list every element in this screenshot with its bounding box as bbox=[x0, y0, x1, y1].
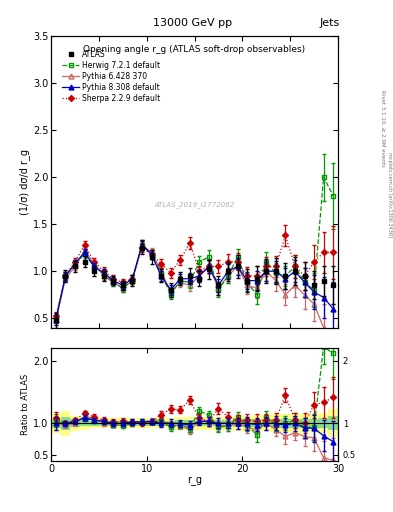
Bar bbox=[195, 417, 204, 430]
Bar bbox=[61, 417, 70, 430]
Bar bbox=[185, 420, 195, 426]
Text: ATLAS_2019_I1772062: ATLAS_2019_I1772062 bbox=[154, 202, 235, 208]
Bar bbox=[300, 419, 309, 428]
Text: 13000 GeV pp: 13000 GeV pp bbox=[153, 18, 232, 28]
Bar bbox=[242, 416, 252, 431]
Bar bbox=[271, 419, 281, 428]
Bar bbox=[175, 420, 185, 426]
Bar bbox=[166, 418, 175, 428]
Bar bbox=[175, 417, 185, 430]
Bar bbox=[281, 415, 290, 432]
Bar bbox=[300, 414, 309, 433]
Bar bbox=[185, 417, 195, 430]
Bar bbox=[99, 421, 108, 426]
Bar bbox=[261, 419, 271, 428]
Bar bbox=[319, 413, 329, 433]
Legend: ATLAS, Herwig 7.2.1 default, Pythia 6.428 370, Pythia 8.308 default, Sherpa 2.2.: ATLAS, Herwig 7.2.1 default, Pythia 6.42… bbox=[61, 49, 162, 104]
Bar bbox=[214, 420, 223, 426]
Bar bbox=[156, 418, 166, 428]
Bar bbox=[99, 418, 108, 428]
Bar bbox=[156, 421, 166, 426]
Bar bbox=[261, 415, 271, 432]
Bar bbox=[252, 415, 261, 432]
Bar bbox=[271, 415, 281, 432]
Bar bbox=[329, 416, 338, 430]
Bar bbox=[80, 417, 89, 430]
Bar bbox=[128, 418, 137, 428]
Bar bbox=[128, 421, 137, 426]
Bar bbox=[329, 410, 338, 437]
Bar bbox=[252, 419, 261, 428]
Bar bbox=[290, 414, 300, 433]
Y-axis label: Ratio to ATLAS: Ratio to ATLAS bbox=[21, 374, 30, 435]
Bar bbox=[51, 419, 61, 428]
Bar bbox=[89, 418, 99, 428]
Bar bbox=[137, 421, 147, 426]
Text: mcplots.cern.ch [arXiv:1306.3436]: mcplots.cern.ch [arXiv:1306.3436] bbox=[387, 152, 391, 237]
Bar bbox=[89, 421, 99, 426]
Bar bbox=[309, 414, 319, 433]
Bar bbox=[309, 419, 319, 428]
Bar bbox=[233, 416, 242, 431]
Bar bbox=[118, 418, 128, 428]
Bar bbox=[61, 411, 70, 436]
Text: Opening angle r_g (ATLAS soft-drop observables): Opening angle r_g (ATLAS soft-drop obser… bbox=[83, 45, 306, 54]
Text: Jets: Jets bbox=[320, 18, 340, 28]
Bar bbox=[223, 420, 233, 426]
Bar bbox=[166, 421, 175, 426]
Bar bbox=[108, 418, 118, 428]
Bar bbox=[80, 420, 89, 426]
Bar bbox=[147, 421, 156, 426]
Y-axis label: (1/σ) dσ/d r_g: (1/σ) dσ/d r_g bbox=[19, 149, 30, 215]
Bar bbox=[204, 420, 214, 426]
Bar bbox=[233, 419, 242, 427]
X-axis label: r_g: r_g bbox=[187, 476, 202, 486]
Bar bbox=[281, 419, 290, 428]
Bar bbox=[242, 419, 252, 427]
Text: Rivet 3.1.10, ≥ 2.9M events: Rivet 3.1.10, ≥ 2.9M events bbox=[381, 90, 386, 166]
Bar bbox=[204, 417, 214, 430]
Bar bbox=[70, 416, 80, 431]
Bar bbox=[223, 417, 233, 430]
Bar bbox=[319, 418, 329, 428]
Bar bbox=[195, 420, 204, 426]
Bar bbox=[290, 419, 300, 428]
Bar bbox=[147, 418, 156, 428]
Bar bbox=[137, 418, 147, 428]
Bar bbox=[214, 417, 223, 430]
Bar bbox=[51, 414, 61, 433]
Bar bbox=[118, 421, 128, 426]
Bar bbox=[70, 419, 80, 427]
Bar bbox=[108, 421, 118, 426]
